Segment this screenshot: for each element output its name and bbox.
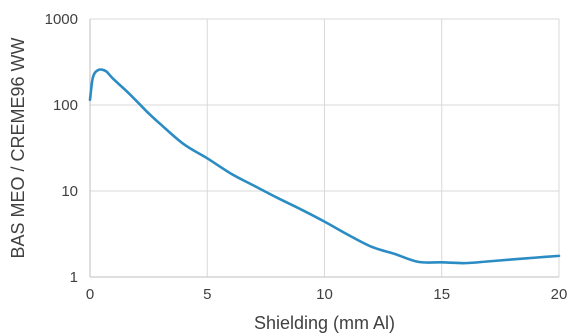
y-tick-label: 10 [61,183,78,200]
x-axis-title: Shielding (mm Al) [254,313,395,333]
x-tick-label: 15 [433,286,450,303]
y-tick-label: 1000 [45,11,78,28]
series-line [88,68,561,265]
axes [89,19,559,278]
x-tick-label: 10 [316,286,333,303]
y-tick-label: 1 [70,269,78,286]
x-tick-label: 20 [551,286,568,303]
y-axis-title: BAS MEO / CREME96 WW [8,37,28,258]
tick-labels: 1 10 100 1000 0 5 10 15 20 [45,11,568,303]
grid-lines [90,18,560,277]
y-tick-label: 100 [53,97,78,114]
series-layer [88,68,561,265]
x-tick-label: 5 [203,286,211,303]
x-tick-label: 0 [86,286,94,303]
